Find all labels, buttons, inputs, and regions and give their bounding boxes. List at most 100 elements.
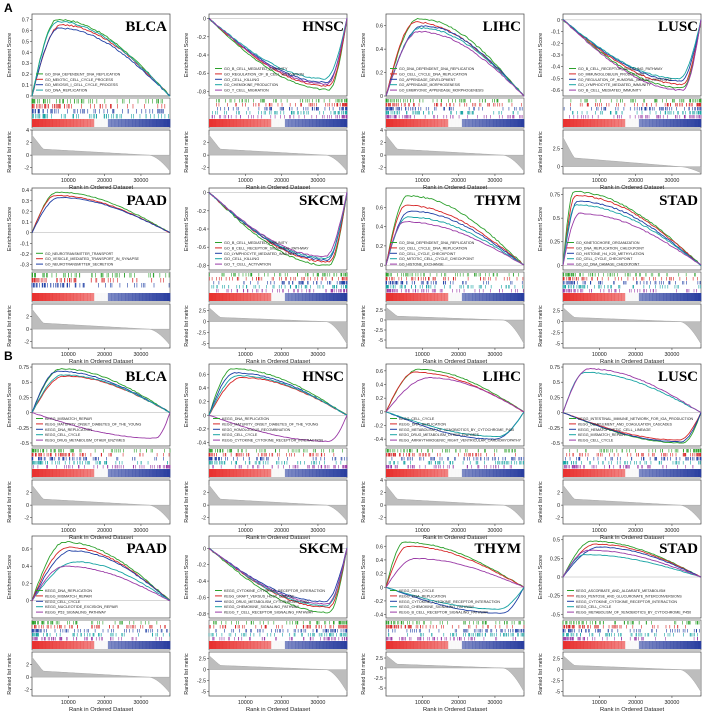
heat-strip-cell [566, 119, 571, 127]
heat-strip-cell [444, 469, 449, 477]
heat-strip-cell [628, 119, 633, 127]
es-curve-1 [562, 19, 702, 89]
heat-strip-cell [114, 641, 119, 649]
heat-strip-cell [240, 293, 244, 301]
legend-entry: KEGG_CELL_CYCLE [45, 599, 81, 604]
heat-strip-cell [430, 293, 435, 301]
es-ytick-label: 0.75 [550, 193, 560, 199]
legend-entry: KEGG_MATURITY_ONSET_DIABETES_OF_THE_YOUN… [45, 421, 141, 426]
heat-strip-cell [458, 469, 463, 477]
heat-strip-cell [406, 119, 411, 127]
heat-strip-cell [166, 119, 171, 127]
heat-strip-cell [63, 469, 67, 477]
legend-entry: GO_REGULATION_OF_HUMORAL_IMMUNE_RESPONSE [578, 77, 672, 82]
heat-strip-cell [32, 469, 36, 477]
es-ytick-label: -0.25 [17, 426, 29, 432]
heat-strip-cell [156, 293, 160, 301]
es-ytick-label: 0.4 [376, 558, 383, 564]
heat-strip-cell [215, 469, 220, 477]
heat-strip-cell [503, 119, 508, 127]
heat-strip-cell [166, 641, 171, 649]
heat-strip-cell [573, 293, 578, 301]
cancer-title: LIHC [483, 369, 521, 385]
es-ytick-label: -0.2 [197, 563, 206, 569]
heat-strip-cell [152, 469, 157, 477]
heat-strip-cell [209, 641, 213, 649]
heat-strip-cell [145, 469, 150, 477]
heat-strip-cell [260, 469, 265, 477]
heat-strip-cell [94, 293, 98, 301]
metric-ytick-label: 2 [380, 491, 383, 497]
heat-strip-cell [73, 469, 78, 477]
es-ytick-label: 0.3 [22, 61, 29, 67]
es-ytick-label: -0.4 [197, 441, 206, 447]
heat-strip-cell [680, 469, 685, 477]
heat-strip-cell [611, 469, 616, 477]
heat-strip-cell [215, 641, 220, 649]
heat-strip-cell [94, 469, 98, 477]
heat-strip-cell [209, 119, 213, 127]
heat-strip-cell [618, 293, 622, 301]
heat-strip-cell [59, 469, 64, 477]
heat-strip-cell [386, 469, 390, 477]
es-ytick-label: 0.4 [22, 188, 29, 194]
heat-strip-cell [246, 293, 251, 301]
heat-strip-cell [87, 293, 91, 301]
metric-ylabel: Ranked list metric [361, 131, 367, 173]
metric-ytick-label: 2.5 [199, 309, 206, 315]
es-curve-1 [208, 17, 348, 91]
xtick-label: 30000 [310, 352, 325, 358]
heat-strip-cell [506, 469, 511, 477]
heat-strip-cell [35, 293, 40, 301]
es-ylabel: Enrichment Score [361, 207, 367, 251]
xtick-label: 20000 [274, 178, 289, 184]
heat-strip-cell [583, 119, 588, 127]
metric-ytick-label: -2 [378, 166, 383, 172]
heat-strip-cell [513, 293, 518, 301]
heat-strip-cell [114, 119, 119, 127]
heat-strip-cell [496, 293, 501, 301]
heat-strip-cell [284, 469, 289, 477]
es-curve-3 [385, 25, 525, 97]
heat-strip-cell [229, 119, 234, 127]
heat-strip-cell [87, 469, 91, 477]
heat-strip-cell [499, 293, 504, 301]
metric-area [31, 134, 171, 172]
heat-strip-cell [236, 293, 241, 301]
xtick-label: 20000 [628, 178, 643, 184]
heat-strip-cell [271, 641, 275, 649]
heat-strip-cell [73, 293, 78, 301]
es-curve-2 [385, 545, 525, 588]
heat-strip-cell [638, 469, 643, 477]
heat-strip-cell [563, 119, 567, 127]
heat-strip-cell [152, 641, 157, 649]
heat-strip-cell [278, 641, 282, 649]
heat-strip-cell [479, 293, 483, 301]
es-curve-4 [208, 374, 348, 416]
heat-strip-cell [322, 293, 327, 301]
heat-strip-cell [563, 469, 567, 477]
es-ylabel: Enrichment Score [7, 383, 13, 427]
heat-strip-cell [32, 293, 36, 301]
gsea-subplot-b-thym: 0.6 0.4 0.2 0 -0.2 -0.4 Enrichment Score THYM KE… [361, 535, 525, 712]
heat-strip-cell [107, 641, 112, 649]
heat-strip-cell [267, 293, 272, 301]
heat-strip-cell [340, 469, 344, 477]
heat-strip-cell [302, 119, 306, 127]
heat-strip-cell [243, 641, 248, 649]
legend-entry: GO_LYMPHOCYTE_MEDIATED_IMMUNITY [224, 251, 297, 256]
heat-strip-cell [302, 293, 306, 301]
heat-strip-cell [333, 119, 337, 127]
xlabel: Rank in Ordered Dataset [69, 707, 134, 712]
heat-strip-cell [315, 293, 320, 301]
heat-strip-cell [253, 293, 258, 301]
metric-ytick-label: 2 [26, 663, 29, 669]
legend-entry: KEGG_CELL_CYCLE [399, 588, 435, 593]
xtick-label: 30000 [487, 178, 502, 184]
heat-strip-cell [451, 293, 456, 301]
heat-strip-cell [45, 641, 50, 649]
es-ytick-label: 0 [380, 263, 383, 269]
es-ytick-label: -0.1 [20, 241, 29, 247]
heat-strip-cell [333, 469, 337, 477]
metric-area [208, 134, 348, 172]
